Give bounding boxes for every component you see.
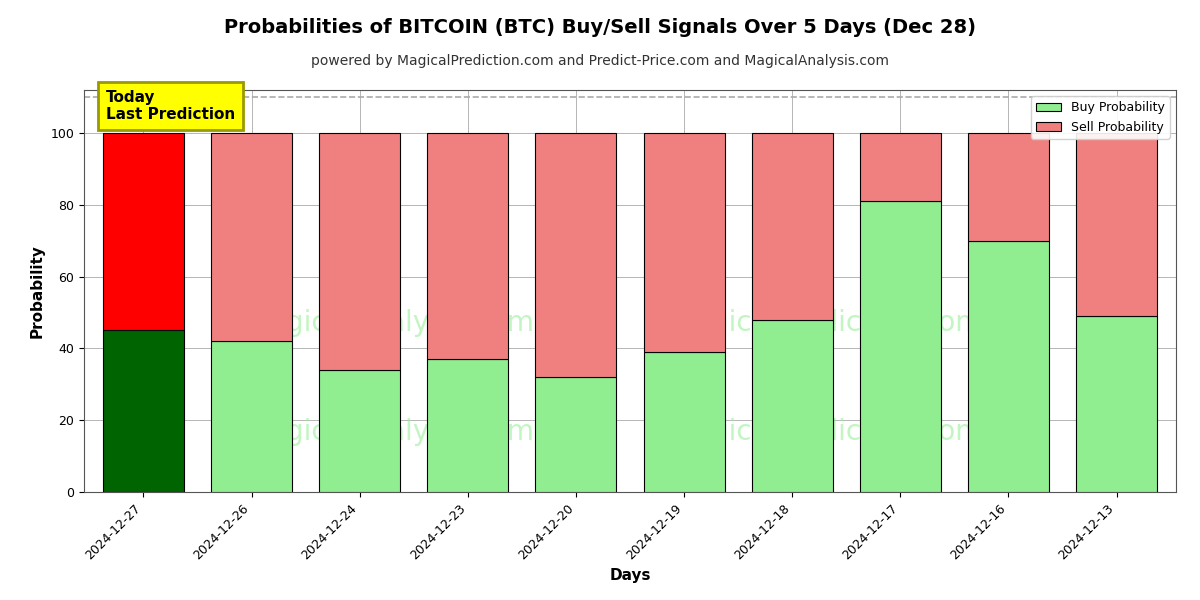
Bar — [103, 331, 184, 492]
Bar — [319, 370, 401, 492]
Bar — [1076, 133, 1157, 316]
Bar — [103, 133, 184, 331]
Text: MagicalPrediction.com: MagicalPrediction.com — [671, 309, 983, 337]
Bar — [643, 133, 725, 352]
Bar — [211, 341, 292, 492]
Bar — [535, 133, 617, 377]
Y-axis label: Probability: Probability — [30, 244, 44, 338]
Text: MagicalAnalysis.com: MagicalAnalysis.com — [245, 418, 534, 446]
Text: MagicalAnalysis.com: MagicalAnalysis.com — [245, 309, 534, 337]
Text: powered by MagicalPrediction.com and Predict-Price.com and MagicalAnalysis.com: powered by MagicalPrediction.com and Pre… — [311, 54, 889, 68]
Bar — [751, 320, 833, 492]
Bar — [427, 359, 509, 492]
Bar — [968, 241, 1049, 492]
Bar — [859, 201, 941, 492]
Bar — [1076, 316, 1157, 492]
Text: Today
Last Prediction: Today Last Prediction — [106, 90, 235, 122]
Bar — [643, 352, 725, 492]
Bar — [319, 133, 401, 370]
X-axis label: Days: Days — [610, 568, 650, 583]
Text: Probabilities of BITCOIN (BTC) Buy/Sell Signals Over 5 Days (Dec 28): Probabilities of BITCOIN (BTC) Buy/Sell … — [224, 18, 976, 37]
Bar — [859, 133, 941, 201]
Bar — [968, 133, 1049, 241]
Bar — [535, 377, 617, 492]
Bar — [211, 133, 292, 341]
Text: MagicalPrediction.com: MagicalPrediction.com — [671, 418, 983, 446]
Legend: Buy Probability, Sell Probability: Buy Probability, Sell Probability — [1031, 96, 1170, 139]
Bar — [751, 133, 833, 320]
Bar — [427, 133, 509, 359]
